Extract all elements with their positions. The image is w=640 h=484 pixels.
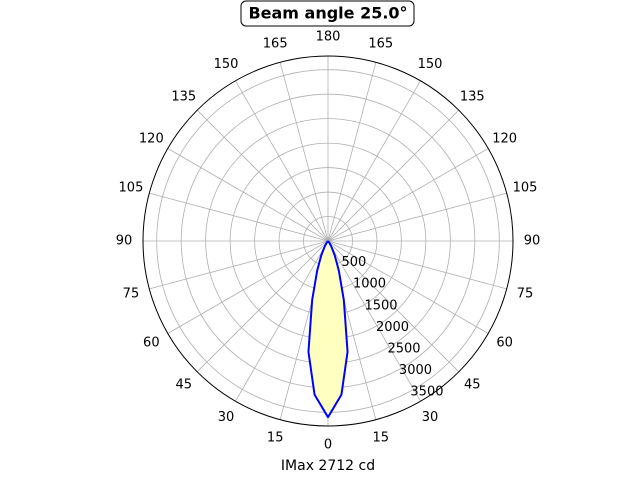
grid-spoke — [327, 109, 460, 242]
angle-tick-label: 150 — [214, 57, 239, 72]
grid-spoke — [327, 80, 421, 242]
radial-tick-label: 3500 — [410, 385, 443, 400]
radial-tick-label: 500 — [341, 255, 366, 270]
angle-tick-label: 150 — [418, 57, 443, 72]
angle-tick-label: 75 — [123, 286, 140, 301]
grid-spoke — [327, 240, 489, 334]
angle-tick-label: 165 — [368, 36, 393, 51]
angle-tick-label: 60 — [143, 336, 160, 351]
angle-tick-label: 180 — [316, 30, 341, 45]
angle-tick-label: 165 — [263, 36, 288, 51]
chart-title: Beam angle 25.0° — [248, 4, 407, 23]
grid-spoke — [235, 80, 329, 242]
title-box — [240, 0, 415, 27]
grid-spoke — [167, 240, 329, 334]
area — [308, 241, 348, 418]
grid-spoke — [327, 240, 460, 373]
angle-tick-label: 30 — [218, 410, 235, 425]
radial-tick-label: 1000 — [353, 277, 386, 292]
angle-tick-label: 135 — [460, 89, 485, 104]
radial-tick-label: 2000 — [376, 320, 409, 335]
grid-spoke — [327, 192, 507, 242]
angle-tick-label: 60 — [496, 336, 513, 351]
grid-spoke — [327, 240, 507, 290]
angle-tick-label: 120 — [139, 132, 164, 147]
grid-spoke — [167, 148, 329, 242]
grid-spoke — [327, 148, 489, 242]
angle-tick-label: 15 — [267, 431, 284, 446]
angle-tick-label: 30 — [422, 410, 439, 425]
angle-tick-label: 105 — [119, 181, 144, 196]
grid-spoke — [149, 240, 329, 290]
angle-tick-label: 45 — [175, 378, 192, 393]
angle-tick-label: 90 — [524, 234, 541, 249]
angle-tick-label: 45 — [464, 378, 481, 393]
angle-tick-label: 105 — [513, 181, 538, 196]
angle-tick-label: 75 — [517, 286, 534, 301]
grid-spoke — [279, 62, 329, 242]
angle-tick-label: 120 — [492, 132, 517, 147]
grid-spoke — [196, 240, 329, 373]
radial-tick-label: 1500 — [364, 298, 397, 313]
line — [307, 240, 349, 419]
grid-spoke — [327, 240, 421, 402]
grid-spoke — [327, 62, 377, 242]
grid-spoke — [235, 240, 329, 402]
axis-circle — [142, 55, 514, 427]
grid-spoke — [149, 192, 329, 242]
grid-spoke — [196, 109, 329, 242]
radial-tick-label: 2500 — [387, 342, 420, 357]
angle-tick-label: 15 — [373, 431, 390, 446]
x-axis-label: IMax 2712 cd — [281, 458, 375, 474]
radial-tick-label: 3000 — [399, 363, 432, 378]
angle-tick-label: 90 — [116, 234, 133, 249]
angle-tick-label: 135 — [171, 89, 196, 104]
angle-tick-label: 0 — [324, 438, 332, 453]
